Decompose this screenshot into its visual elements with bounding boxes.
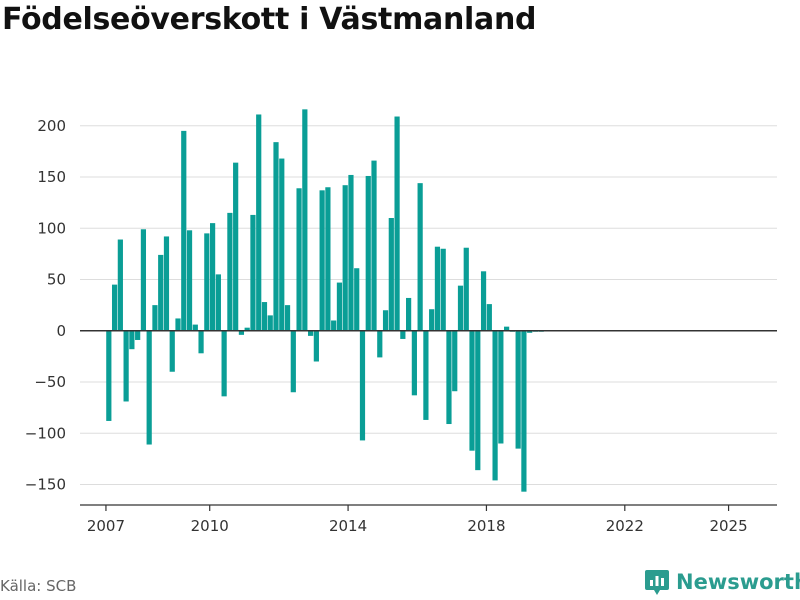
x-tick-label: 2007 [87,517,125,535]
bar [400,330,406,339]
bar [377,330,383,358]
bar [348,174,354,331]
bar [284,305,291,331]
bar [423,330,429,420]
bar [457,285,464,331]
x-tick-label: 2022 [606,517,644,535]
bar [521,330,527,492]
bar [123,330,129,402]
bar [238,330,245,335]
chart-title: Födelseöverskott i Västmanland [2,2,537,37]
newsworthy-logo-icon [645,570,669,595]
bar [250,214,256,331]
y-tick-label: −50 [34,373,66,391]
bar [244,327,250,331]
bars [106,109,544,492]
bar [308,330,314,336]
x-tick-label: 2018 [467,517,505,535]
bar [111,284,118,331]
x-tick-label: 2010 [191,517,229,535]
bar [296,188,302,331]
bar [140,229,147,331]
bar [227,212,233,331]
bar [429,309,435,331]
y-tick-label: 100 [37,219,66,237]
bar [406,297,412,331]
bar [181,130,187,331]
bar [204,233,210,331]
bar [209,223,216,331]
bar [504,326,510,331]
bar [527,330,533,333]
bar [313,330,319,362]
bar [163,236,170,331]
bar [371,160,377,331]
bar [106,330,112,421]
brand-name: Newsworthy [676,570,800,594]
bar [256,114,262,331]
bar [261,302,268,331]
bar [492,330,498,481]
bar [215,274,221,331]
bar [354,268,360,331]
bar [417,183,423,331]
x-tick-label: 2014 [329,517,367,535]
y-tick-label: −100 [25,424,66,442]
bar [331,320,337,331]
bar [336,282,343,331]
bar [359,330,366,441]
y-tick-label: 150 [37,168,66,186]
bar [279,158,285,331]
x-tick-label: 2025 [709,517,747,535]
bar [515,330,521,449]
bar [152,305,158,331]
bar [463,247,469,331]
bar [198,330,204,354]
bar [192,324,198,331]
brand: Newsworthy [644,568,800,596]
y-tick-label: 200 [37,117,66,135]
bar [475,330,481,471]
bar [319,190,325,331]
bar [302,109,308,331]
bar [169,330,175,372]
bar [365,175,371,331]
bar [411,330,417,396]
x-axis-ticks: 2007 2010 2014 2018 2022 2025 [87,505,748,535]
bar [452,330,458,392]
bar [221,330,227,397]
bar [446,330,452,425]
bar [175,318,181,331]
bar [434,246,441,331]
bar [498,330,504,444]
bar [273,142,279,331]
bar [486,304,492,331]
bar [290,330,296,393]
bar [135,330,141,340]
bar [146,330,152,445]
y-tick-label: −150 [25,476,66,494]
bar [267,315,273,331]
bar [469,330,475,451]
source-note: Källa: SCB [0,577,77,595]
y-tick-label: 50 [47,271,66,289]
bar [129,330,135,350]
bar [382,310,389,331]
bar [158,254,164,331]
y-axis-tick-labels: −150 −100 −50 0 50 100 150 200 [25,117,66,494]
bar [394,116,400,331]
bar [186,230,193,331]
bar [325,187,331,331]
bar [388,218,394,331]
bar [480,271,487,331]
bar [117,239,123,331]
bar [342,185,348,331]
bar [233,162,239,331]
bar [440,248,446,331]
y-tick-label: 0 [56,322,66,340]
